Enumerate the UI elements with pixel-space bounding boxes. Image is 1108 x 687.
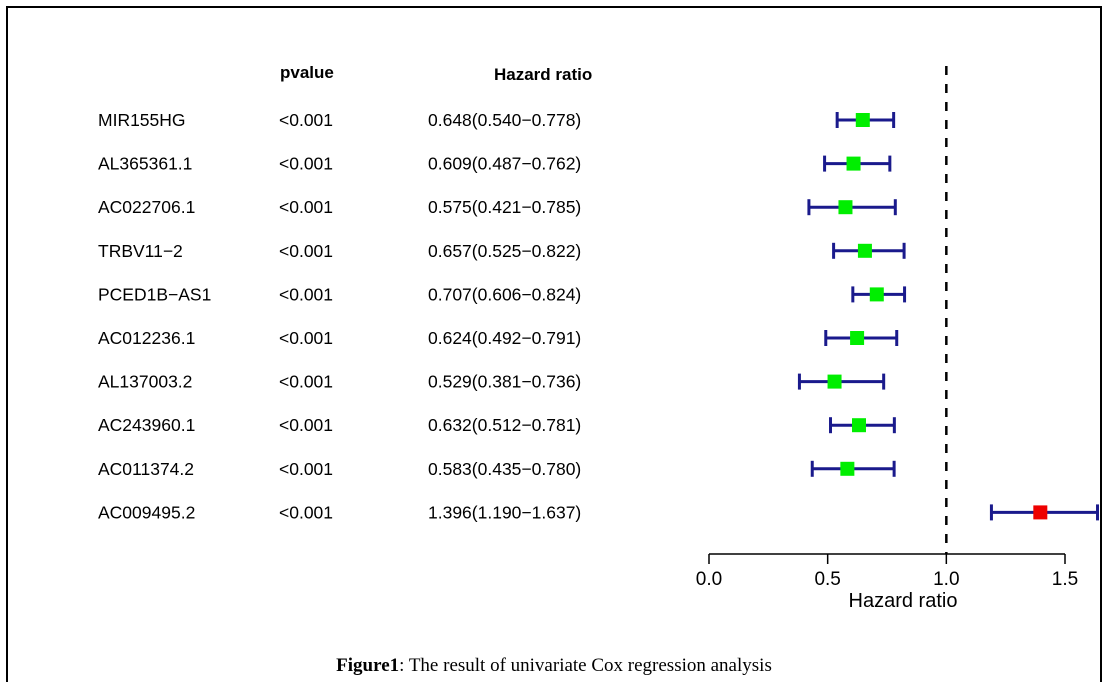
figure-frame — [6, 6, 1102, 682]
row-name: AC009495.2 — [98, 502, 195, 522]
row-hazard-ratio-text: 0.583(0.435−0.780) — [428, 459, 581, 479]
forest-rows: MIR155HG <0.001 0.648(0.540−0.778) AL365361… — [98, 66, 1100, 554]
row-hazard-ratio-text: 0.575(0.421−0.785) — [428, 197, 581, 217]
row-pvalue: <0.001 — [279, 110, 333, 130]
hazard-ratio-marker — [851, 418, 866, 433]
row-pvalue: <0.001 — [279, 328, 333, 348]
forest-row: MIR155HG <0.001 0.648(0.540−0.778) — [98, 110, 896, 130]
row-name: AC011374.2 — [98, 459, 194, 479]
hazard-ratio-marker — [855, 113, 870, 127]
row-hazard-ratio-text: 0.624(0.492−0.791) — [428, 328, 581, 348]
row-pvalue: <0.001 — [279, 459, 333, 479]
hazard-ratio-marker — [869, 287, 884, 302]
row-name: AC012236.1 — [98, 328, 195, 348]
forest-row: AL365361.1 <0.001 0.609(0.487−0.762) — [98, 154, 892, 174]
caption-text: : The result of univariate Cox regressio… — [399, 655, 772, 676]
x-tick-label: 1.0 — [933, 569, 959, 590]
x-axis: 0.0 0.5 1.0 1.5 — [696, 553, 1078, 590]
row-hazard-ratio-text: 0.648(0.540−0.778) — [428, 110, 581, 130]
row-name: TRBV11−2 — [98, 241, 183, 261]
row-name: AL365361.1 — [98, 154, 192, 174]
forest-row: TRBV11−2 <0.001 0.657(0.525−0.822) — [98, 241, 906, 261]
forest-row: AL137003.2 <0.001 0.529(0.381−0.736) — [98, 372, 886, 392]
row-name: PCED1B−AS1 — [98, 284, 211, 304]
row-name: MIR155HG — [98, 110, 186, 130]
row-name: AL137003.2 — [98, 372, 192, 392]
hazard-ratio-marker — [846, 156, 861, 171]
row-hazard-ratio-text: 0.632(0.512−0.781) — [428, 415, 581, 435]
forest-row: AC011374.2 <0.001 0.583(0.435−0.780) — [98, 459, 896, 479]
hazard-ratio-marker — [1033, 505, 1048, 520]
forest-row: AC012236.1 <0.001 0.624(0.492−0.791) — [98, 328, 899, 348]
x-tick-label: 1.5 — [1052, 569, 1078, 590]
row-hazard-ratio-text: 0.609(0.487−0.762) — [428, 154, 581, 174]
hazard-ratio-marker — [850, 331, 865, 345]
row-hazard-ratio-text: 1.396(1.190−1.637) — [428, 502, 581, 522]
hazard-ratio-marker — [840, 461, 855, 476]
row-pvalue: <0.001 — [279, 241, 333, 261]
caption-label: Figure1 — [336, 655, 400, 676]
row-pvalue: <0.001 — [279, 154, 333, 174]
x-tick-label: 0.0 — [696, 569, 722, 590]
row-hazard-ratio-text: 0.529(0.381−0.736) — [428, 372, 581, 392]
x-axis-label: Hazard ratio — [849, 590, 958, 612]
forest-row: AC243960.1 <0.001 0.632(0.512−0.781) — [98, 415, 896, 435]
row-pvalue: <0.001 — [279, 284, 333, 304]
hazard-ratio-marker — [827, 374, 842, 389]
pvalue-header: pvalue — [280, 63, 334, 82]
row-hazard-ratio-text: 0.657(0.525−0.822) — [428, 241, 581, 261]
forest-row: AC009495.2 <0.001 1.396(1.190−1.637) — [98, 502, 1100, 522]
row-pvalue: <0.001 — [279, 372, 333, 392]
row-name: AC243960.1 — [98, 415, 195, 435]
hazard-ratio-marker — [857, 243, 872, 258]
row-pvalue: <0.001 — [279, 415, 333, 435]
hazard-ratio-marker — [838, 200, 853, 215]
row-pvalue: <0.001 — [279, 502, 333, 522]
row-name: AC022706.1 — [98, 197, 195, 217]
hazard-ratio-header: Hazard ratio — [494, 65, 592, 84]
row-pvalue: <0.001 — [279, 197, 333, 217]
row-hazard-ratio-text: 0.707(0.606−0.824) — [428, 284, 581, 304]
figure-caption: Figure1: The result of univariate Cox re… — [0, 655, 1108, 677]
forest-row: AC022706.1 <0.001 0.575(0.421−0.785) — [98, 197, 897, 217]
forest-plot: pvalue Hazard ratio MIR155HG <0.001 0.648(… — [98, 63, 1100, 612]
x-tick-label: 0.5 — [814, 569, 840, 590]
forest-row: PCED1B−AS1 <0.001 0.707(0.606−0.824) — [98, 284, 907, 304]
